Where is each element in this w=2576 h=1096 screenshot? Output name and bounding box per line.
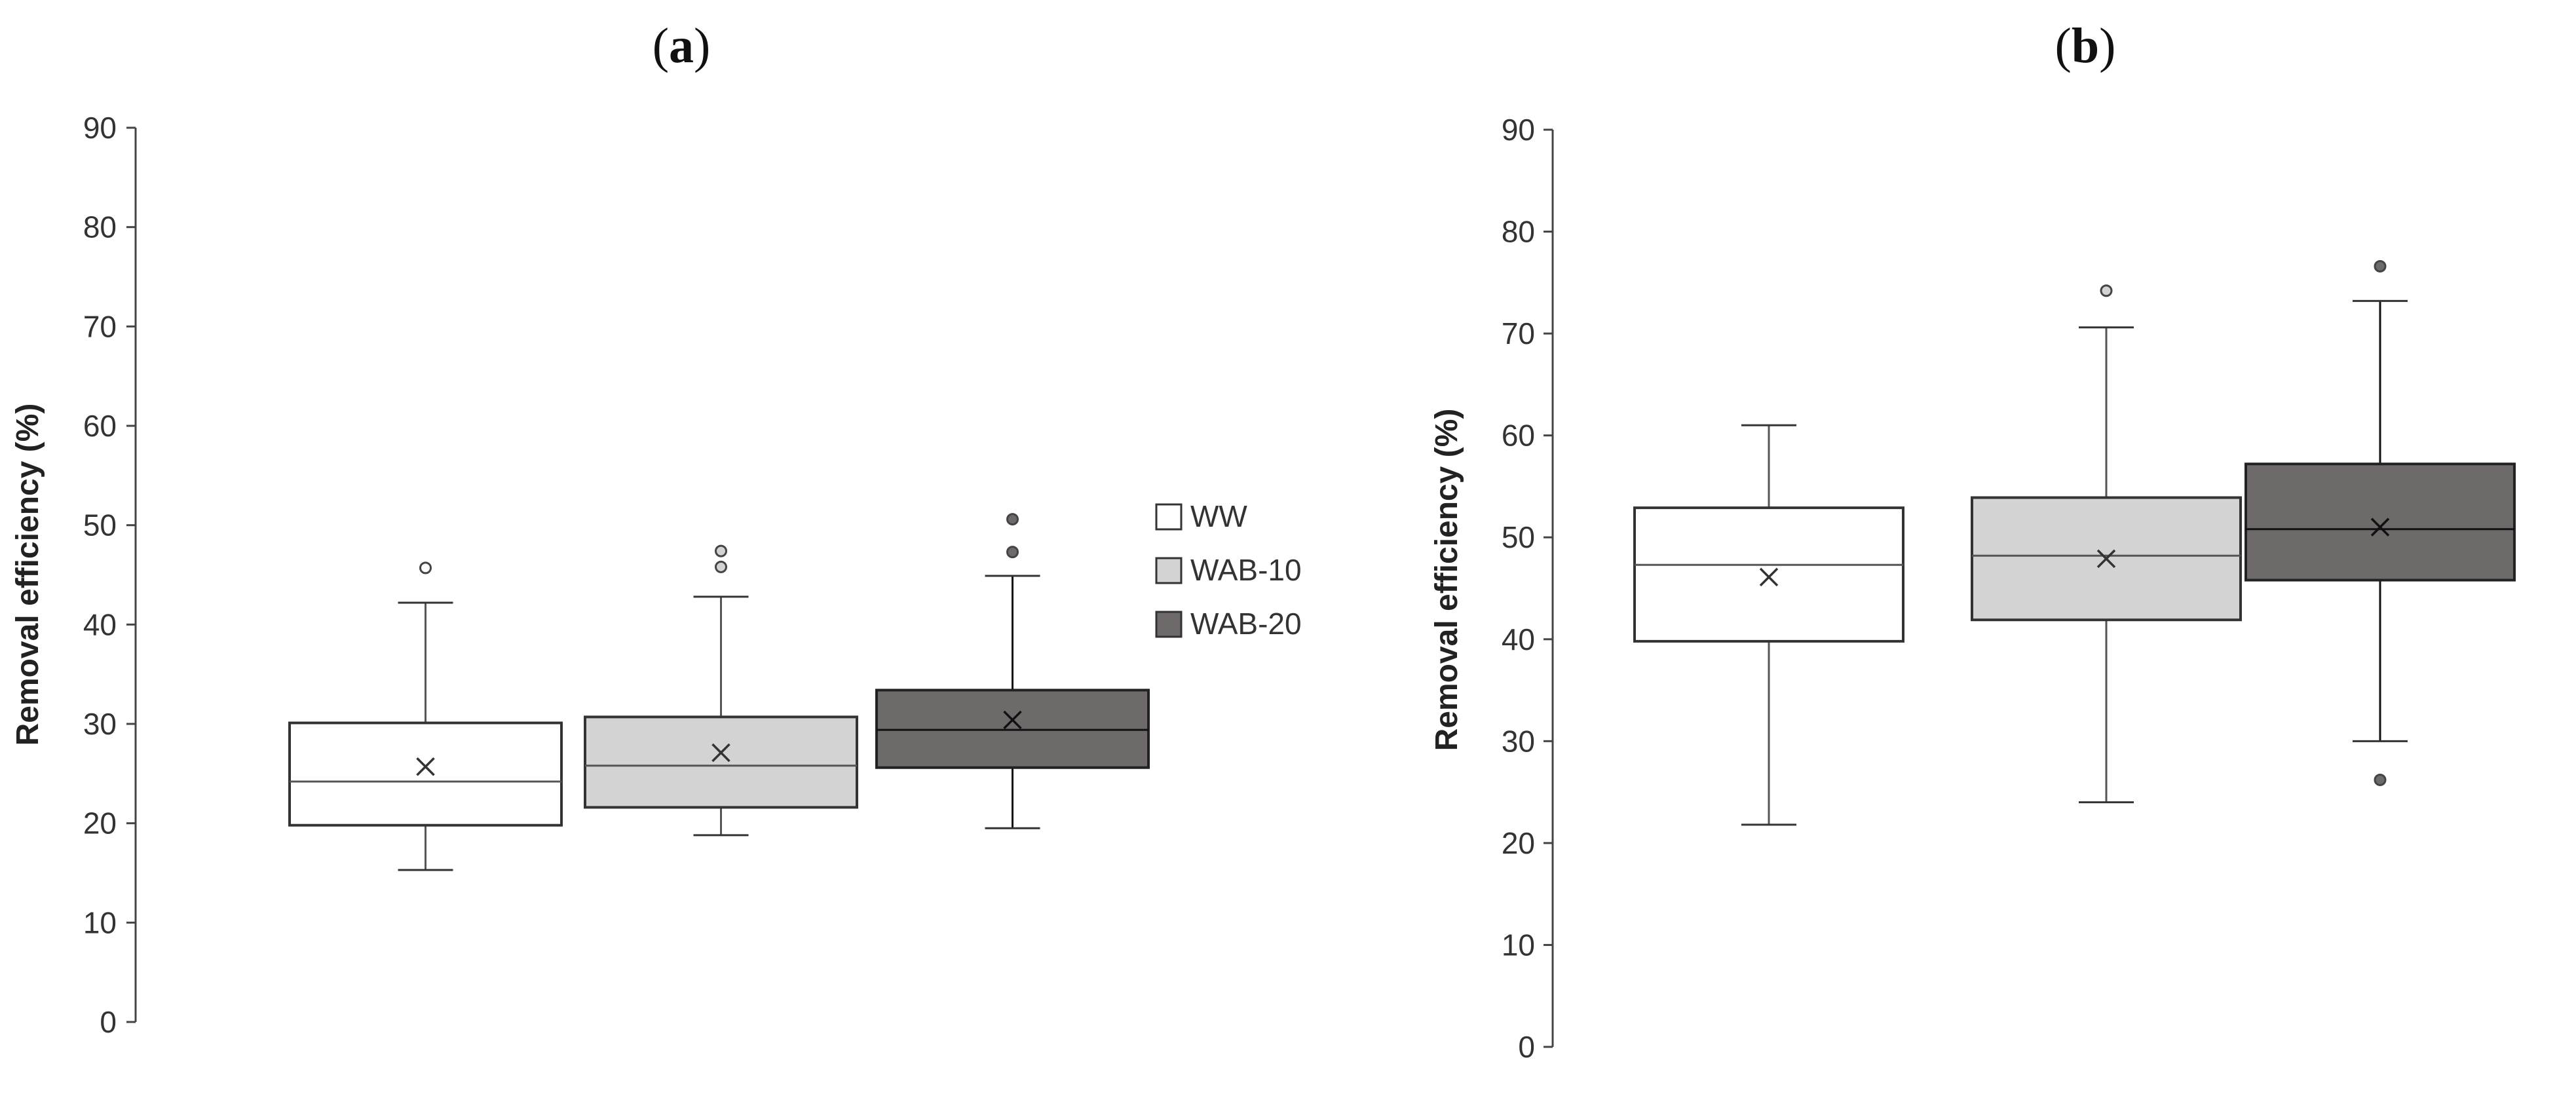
panel-a-wab-10-outlier-2 — [715, 544, 727, 557]
legend-swatch-wab-20 — [1155, 611, 1183, 638]
panel-a-wab-20-outlier-2 — [1006, 513, 1019, 526]
panel-b-chart: (b) 0 10 20 30 40 50 60 70 80 90 Removal efficiency… — [1430, 18, 2516, 1064]
panel-a-y-tick-label-60: 60 — [83, 409, 117, 443]
panel-b-y-tick-label-30: 30 — [1502, 724, 1535, 758]
panel-a-chart: (a) 0 10 20 30 40 50 60 70 80 90 Removal efficiency… — [10, 18, 1150, 1039]
panel-b-y-tick-label-40: 40 — [1502, 622, 1535, 656]
panel-a-y-tick-label-20: 20 — [83, 806, 117, 841]
panel-a-y-tick-label-40: 40 — [83, 607, 117, 641]
panel-b-y-tick-label-0: 0 — [1518, 1030, 1535, 1064]
panel-b-y-axis-label: Removal efficiency (%) — [1430, 409, 1464, 751]
panel-b-wab-10-mean-marker — [2096, 549, 2116, 569]
panel-a-y-tick-label-80: 80 — [83, 210, 117, 244]
panel-a-y-tick-label-70: 70 — [83, 309, 117, 343]
panel-b-wab-20-mean-stroke-2 — [2370, 518, 2390, 537]
panel-b-y-tick-label-20: 20 — [1502, 826, 1535, 860]
panel-b-y-tick-label-60: 60 — [1502, 419, 1535, 453]
panel-a-title: (a) — [653, 18, 711, 73]
panel-a-wab-20-mean-marker — [1003, 710, 1022, 730]
panel-a-y-tick-label-30: 30 — [83, 707, 117, 741]
panel-b-y-tick-label-70: 70 — [1502, 316, 1535, 350]
panel-a-wab-10-mean-marker — [711, 743, 730, 763]
panel-a-wab-10-outlier-1 — [715, 560, 727, 573]
panel-b-title: (b) — [2055, 18, 2116, 73]
panel-b-ww-box — [1633, 506, 1904, 643]
legend-label-wab-10: WAB-10 — [1190, 553, 1302, 587]
panel-b-y-tick-label-80: 80 — [1502, 215, 1535, 249]
panel-b-ww-mean-stroke-2 — [1759, 567, 1779, 587]
panel-a-ww-box — [288, 721, 563, 827]
panel-a-wab-20-outlier-1 — [1006, 546, 1019, 559]
panel-a-wab-20-box — [875, 689, 1150, 769]
panel-b-wab-10-mean-stroke-2 — [2096, 549, 2116, 569]
legend-swatch-ww — [1155, 503, 1183, 531]
panel-a-y-tick-label-0: 0 — [100, 1005, 117, 1039]
legend: WW WAB-10 WAB-20 — [1155, 499, 1302, 641]
panel-b-y-tick-label-90: 90 — [1502, 113, 1535, 147]
panel-b-y-tick-label-10: 10 — [1502, 928, 1535, 962]
panel-b-wab-20-outlier-2 — [2374, 259, 2387, 273]
panel-b-wab-20-outlier-1 — [2374, 773, 2387, 786]
panel-b-wab-10-outlier-1 — [2100, 284, 2113, 297]
panel-a-ww-outlier-1 — [419, 561, 432, 575]
panel-b-wab-20-mean-marker — [2370, 518, 2390, 537]
panel-a-y-tick-label-90: 90 — [83, 111, 117, 145]
panel-b-wab-20-box — [2245, 463, 2516, 582]
panel-a-y-tick-label-50: 50 — [83, 508, 117, 542]
panel-b-ww-mean-marker — [1759, 567, 1779, 587]
panel-a-wab-10-box — [584, 715, 858, 809]
legend-label-ww: WW — [1190, 499, 1247, 533]
panel-a-ww-mean-marker — [416, 757, 435, 776]
legend-swatch-wab-10 — [1155, 557, 1183, 584]
panel-a-y-axis-label: Removal efficiency (%) — [10, 404, 45, 746]
panel-a-wab-20-mean-stroke-2 — [1003, 710, 1022, 730]
panel-b-y-tick-label-50: 50 — [1502, 520, 1535, 554]
legend-label-wab-20: WAB-20 — [1190, 607, 1302, 641]
panel-a-y-tick-label-10: 10 — [83, 905, 117, 939]
panel-a-wab-10-mean-stroke-2 — [711, 743, 730, 763]
panel-a-ww-mean-stroke-2 — [416, 757, 435, 776]
